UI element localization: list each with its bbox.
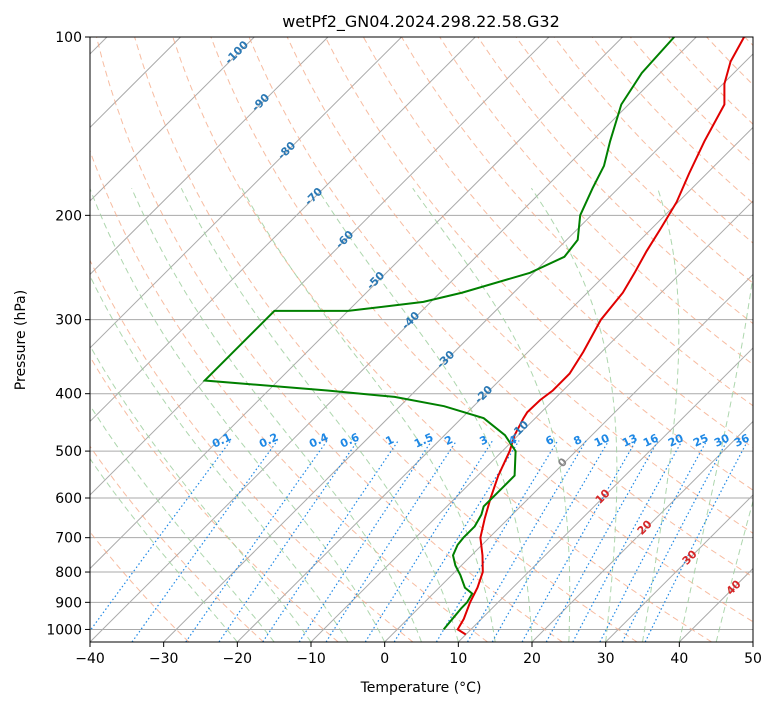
x-tick-label: 20 xyxy=(523,651,541,667)
y-tick-label: 500 xyxy=(55,444,82,460)
y-tick-label: 700 xyxy=(55,531,82,547)
y-tick-label: 900 xyxy=(55,595,82,611)
x-tick-label: −30 xyxy=(149,651,179,667)
y-axis-label: Pressure (hPa) xyxy=(13,290,29,390)
x-tick-label: 50 xyxy=(744,651,762,667)
y-tick-label: 400 xyxy=(55,387,82,403)
y-tick-label: 1000 xyxy=(46,622,82,638)
y-tick-label: 600 xyxy=(55,491,82,507)
x-tick-label: −10 xyxy=(296,651,326,667)
x-tick-label: 40 xyxy=(670,651,688,667)
x-tick-label: −40 xyxy=(75,651,105,667)
y-tick-label: 300 xyxy=(55,313,82,329)
x-tick-label: −20 xyxy=(223,651,253,667)
y-tick-label: 100 xyxy=(55,30,82,46)
x-tick-label: 30 xyxy=(597,651,615,667)
x-tick-label: 0 xyxy=(380,651,389,667)
y-tick-label: 200 xyxy=(55,208,82,224)
x-tick-label: 10 xyxy=(449,651,467,667)
x-axis-label: Temperature (°C) xyxy=(360,680,482,696)
chart-title: wetPf2_GN04.2024.298.22.58.G32 xyxy=(282,12,560,32)
y-tick-label: 800 xyxy=(55,565,82,581)
